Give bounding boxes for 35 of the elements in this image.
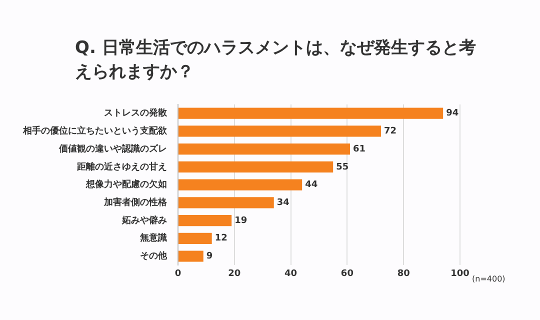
bar (178, 179, 302, 190)
x-tick-label: 20 (228, 268, 241, 279)
y-tick-label: その他 (140, 250, 168, 262)
x-tick-label: 60 (340, 268, 354, 279)
x-tick-label: 40 (284, 268, 298, 279)
data-label: 34 (276, 198, 290, 208)
y-tick-label: 価値観の違いや認識のズレ (58, 143, 167, 154)
data-label: 9 (206, 252, 213, 262)
x-tick-label: 0 (174, 268, 182, 279)
text: (n=400) (472, 274, 506, 284)
data-label: 44 (305, 180, 318, 190)
bar (178, 214, 232, 226)
data-label: 72 (384, 126, 397, 137)
bar (178, 232, 212, 244)
bar (178, 126, 382, 137)
data-label: 94 (446, 108, 459, 119)
y-tick-label: ストレスの発散 (104, 108, 168, 119)
bar (178, 250, 204, 262)
chart-title: Q. 日常生活でのハラスメントは、なぜ発生すると考えられますか？ (75, 37, 477, 84)
data-label: 55 (336, 162, 349, 172)
bar (178, 161, 334, 172)
y-tick-label: 加害者側の性格 (103, 197, 168, 208)
x-tick-label: 100 (450, 268, 470, 279)
y-tick-label: 想像力や配慮の欠如 (85, 179, 167, 190)
data-label: 19 (234, 216, 248, 226)
y-tick-label: 無意識 (139, 232, 167, 244)
data-label: 12 (214, 234, 228, 244)
data-label: 61 (353, 144, 366, 154)
bar (178, 144, 350, 155)
bar (178, 108, 444, 119)
y-tick-label: 妬みや僻み (121, 214, 167, 226)
bar (178, 197, 274, 208)
y-tick-label: 距離の近さゆえの甘え (76, 161, 167, 172)
x-tick-label: 80 (397, 268, 410, 279)
y-tick-label: 相手の優位に立ちたいという支配欲 (22, 126, 168, 137)
